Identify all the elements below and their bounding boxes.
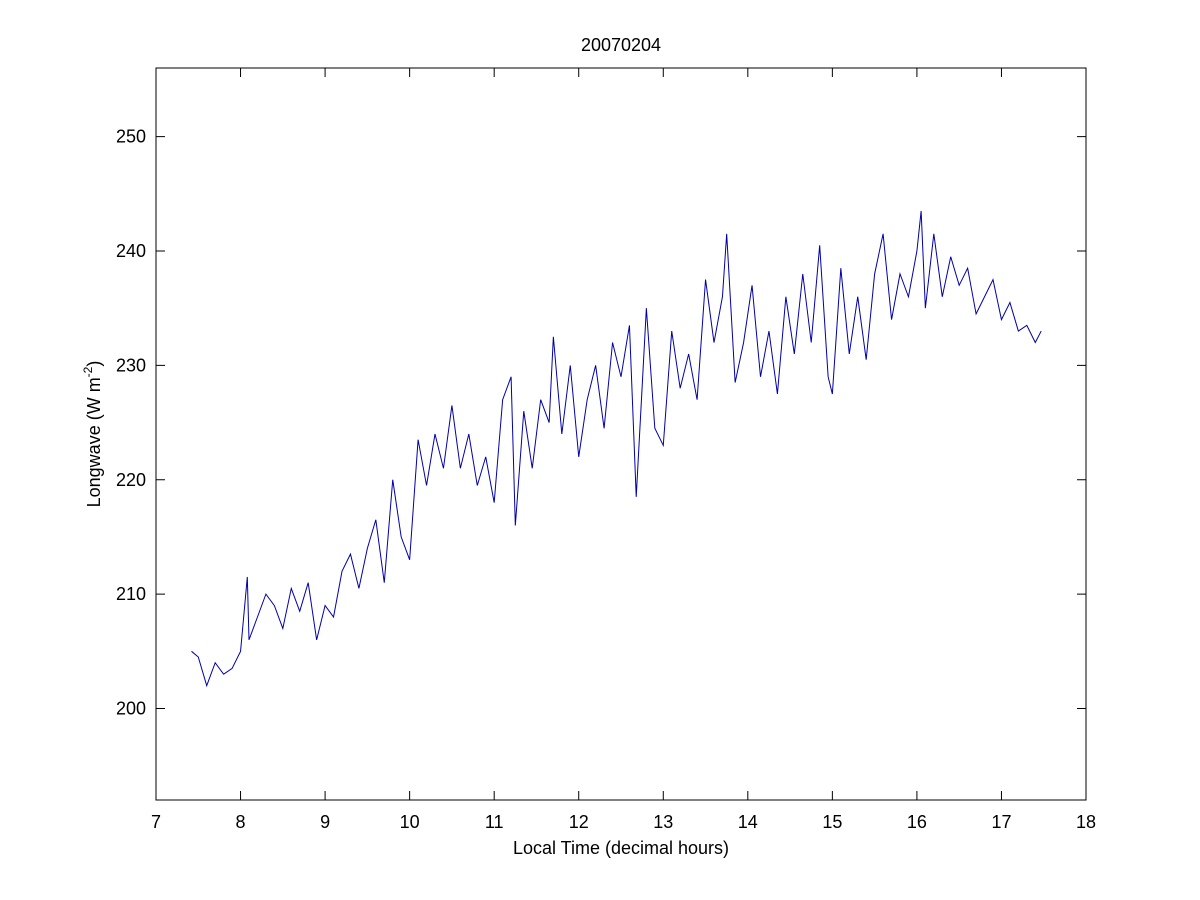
y-axis-label: Longwave (W m-2)	[81, 361, 104, 508]
y-label-sup: -2	[81, 366, 95, 377]
axes-box	[155, 67, 1087, 801]
y-tick-label: 240	[116, 241, 146, 261]
x-tick-label: 13	[653, 812, 673, 832]
x-tick-label: 11	[485, 812, 504, 832]
x-tick-label: 17	[991, 812, 1011, 832]
y-tick-label: 210	[116, 584, 146, 604]
data-line	[191, 210, 1042, 688]
y-tick-label: 250	[116, 127, 146, 147]
y-tick-label: 220	[116, 470, 146, 490]
x-tick-label: 8	[236, 812, 246, 832]
y-label-end: )	[84, 361, 104, 367]
x-tick-label: 18	[1076, 812, 1096, 832]
chart-title: 20070204	[581, 35, 661, 55]
x-axis-label: Local Time (decimal hours)	[513, 838, 729, 858]
x-tick-label: 15	[822, 812, 842, 832]
y-tick-label: 200	[116, 699, 146, 719]
x-tick-label: 16	[907, 812, 927, 832]
x-tick-label: 7	[151, 812, 161, 832]
x-tick-label: 14	[738, 812, 758, 832]
y-tick-label: 230	[116, 355, 146, 375]
x-tick-label: 12	[569, 812, 589, 832]
x-tick-label: 10	[400, 812, 420, 832]
x-tick-label: 9	[320, 812, 330, 832]
y-label-text: Longwave (W m	[84, 377, 104, 507]
